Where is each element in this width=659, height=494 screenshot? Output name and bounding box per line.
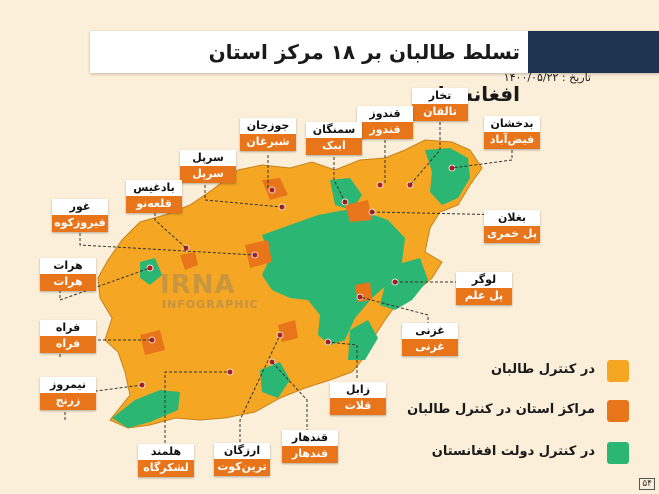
center-name: زرنج	[40, 393, 96, 410]
callout-badakhshan: بدخشان فیض‌آباد	[484, 116, 540, 149]
province-name: فراه	[40, 320, 96, 336]
center-area-ghor	[245, 240, 272, 268]
callout-logar: لوگر پل علم	[456, 272, 512, 305]
center-name: تالقان	[412, 104, 468, 121]
date-label: تاریخ : ۱۴۰۰/۰۵/۲۲	[503, 71, 591, 84]
marker-sheberghan	[268, 186, 276, 194]
center-name: قلات	[330, 398, 386, 415]
callout-nimroz: نیمروز زرنج	[40, 377, 96, 410]
callout-herat: هرات هرات	[40, 258, 96, 291]
center-name: قلعه‌نو	[126, 196, 182, 213]
province-name: غور	[52, 199, 108, 215]
callout-helmand: هلمند لشکرگاه	[138, 444, 194, 477]
legend-swatch	[607, 442, 629, 464]
province-name: سرپل	[180, 150, 236, 166]
page-number: ۵۴	[639, 478, 655, 490]
center-name: فیروزکوه	[52, 215, 108, 232]
callout-kunduz: قندوز قندوز	[357, 106, 413, 139]
center-name: پل خمری	[484, 226, 540, 243]
province-name: هلمند	[138, 444, 194, 460]
province-name: بدخشان	[484, 116, 540, 132]
province-name: نیمروز	[40, 377, 96, 393]
callout-ghor: غور فیروزکوه	[52, 199, 108, 232]
legend-swatch	[607, 360, 629, 382]
watermark-logo: IRNA	[160, 270, 236, 300]
center-name: پل علم	[456, 288, 512, 305]
center-name: شبرغان	[240, 134, 296, 151]
government-region-northeast	[425, 148, 470, 205]
center-name: قندوز	[357, 122, 413, 139]
government-region-north	[330, 178, 362, 210]
page-title: تسلط طالبان بر ۱۸ مرکز استان افغانستان	[208, 40, 520, 106]
government-region-southwest	[112, 390, 180, 428]
legend-label: مراکز استان در کنترل طالبان	[407, 402, 595, 417]
callout-takhar: تخار تالقان	[412, 88, 468, 121]
center-name: فیض‌آباد	[484, 132, 540, 149]
callout-baghlan: بغلان پل خمری	[484, 210, 540, 243]
center-name: قندهار	[282, 446, 338, 463]
callout-sar-e-pol: سرپل سرپل	[180, 150, 236, 183]
center-name: هرات	[40, 274, 96, 291]
center-name: لشکرگاه	[138, 460, 194, 477]
legend-label: در کنترل دولت افغانستان	[431, 444, 595, 459]
province-name: سمنگان	[306, 122, 362, 138]
province-name: ارزگان	[214, 443, 270, 459]
province-name: زابل	[330, 382, 386, 398]
center-name: فراه	[40, 336, 96, 353]
title-accent-block	[528, 31, 659, 73]
legend-taliban-centers: مراکز استان در کنترل طالبان	[407, 400, 629, 422]
government-region-central	[262, 210, 405, 345]
callout-zabul: زابل قلات	[330, 382, 386, 415]
government-region-southeast	[348, 320, 378, 360]
province-name: لوگر	[456, 272, 512, 288]
center-name: ایبک	[306, 138, 362, 155]
government-region-west	[140, 258, 162, 285]
callout-uruzgan: ارزگان ترین‌کوت	[214, 443, 270, 476]
center-name: غزنی	[402, 339, 458, 356]
legend-label: در کنترل طالبان	[490, 362, 595, 377]
center-area-herat	[180, 252, 198, 270]
callout-samangan: سمنگان ایبک	[306, 122, 362, 155]
callout-ghazni: غزنی غزنی	[402, 323, 458, 356]
legend-swatch	[607, 400, 629, 422]
callout-kandahar: قندهار قندهار	[282, 430, 338, 463]
province-name: قندهار	[282, 430, 338, 446]
province-name: بغلان	[484, 210, 540, 226]
province-name: قندوز	[357, 106, 413, 122]
province-name: هرات	[40, 258, 96, 274]
legend-government: در کنترل دولت افغانستان	[409, 442, 629, 464]
province-name: بادغیس	[126, 180, 182, 196]
callout-jowzjan: جوزجان شبرغان	[240, 118, 296, 151]
marker-kunduz	[376, 181, 384, 189]
province-name: جوزجان	[240, 118, 296, 134]
watermark-subtitle: INFOGRAPHIC	[162, 298, 259, 311]
center-name: ترین‌کوت	[214, 459, 270, 476]
province-name: غزنی	[402, 323, 458, 339]
government-region-east	[380, 258, 428, 310]
callout-farah: فراه فراه	[40, 320, 96, 353]
center-area-samangan	[345, 200, 372, 222]
callout-badghis: بادغیس قلعه‌نو	[126, 180, 182, 213]
government-region-south	[260, 362, 290, 398]
province-name: تخار	[412, 88, 468, 104]
legend-taliban: در کنترل طالبان	[409, 360, 629, 382]
center-name: سرپل	[180, 166, 236, 183]
